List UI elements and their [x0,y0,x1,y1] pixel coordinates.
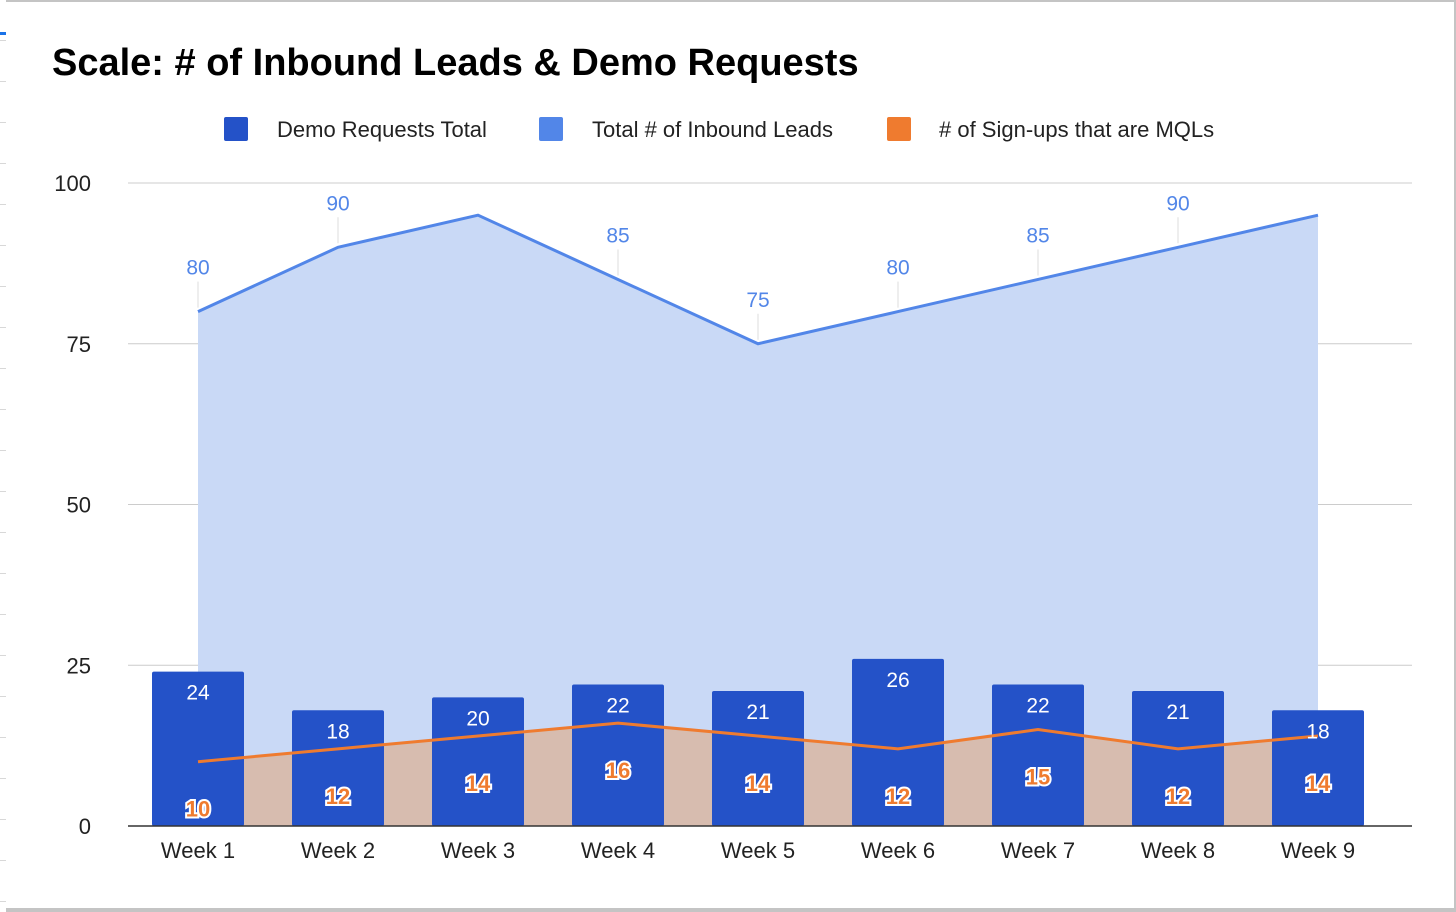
mql-line-series [197,721,1319,764]
leads-label-8: 90 [1166,192,1189,215]
bar-label-7: 22 [1026,695,1049,718]
y-tick-label-100: 100 [54,171,91,196]
mql-label-1: 10 [186,797,210,822]
mql-label-3: 14 [466,771,491,796]
legend: Demo Requests Total Total # of Inbound Le… [224,117,1214,142]
bar-week-8 [1132,690,1224,826]
x-tick-label-4: Week 4 [581,838,655,863]
y-tick-label-0: 0 [79,814,91,839]
mql-label-2: 12 [326,784,350,809]
x-tick-label-1: Week 1 [161,838,235,863]
bar-label-2: 18 [326,720,349,743]
sheet-selection-accent [0,32,6,35]
inbound-leads-series [197,213,1319,826]
x-tick-label-7: Week 7 [1001,838,1075,863]
bar-week-1 [152,671,244,826]
x-tick-label-5: Week 5 [721,838,795,863]
legend-label-3: # of Sign-ups that are MQLs [939,117,1214,142]
legend-swatch-1 [224,117,248,141]
leads-label-2: 90 [326,192,349,215]
y-tick-label-75: 75 [67,332,91,357]
y-tick-label-25: 25 [67,653,91,678]
sheet-row-edge [0,0,6,912]
bar-week-3 [432,697,524,826]
y-tick-label-50: 50 [67,493,91,518]
x-tick-label-2: Week 2 [301,838,375,863]
mql-label-5: 14 [746,771,771,796]
legend-label-2: Total # of Inbound Leads [592,117,833,142]
x-tick-label-9: Week 9 [1281,838,1355,863]
inbound-leads-line [197,213,1319,346]
bar-week-6 [852,658,944,826]
bar-label-6: 26 [886,669,909,692]
x-tick-label-6: Week 6 [861,838,935,863]
bar-label-5: 21 [746,701,769,724]
leads-label-4: 85 [606,224,629,247]
mql-line [197,721,1319,764]
bar-label-8: 21 [1166,701,1189,724]
axes: Week 1 Week 2 Week 3 Week 4 Week 5 Week 6 Week… [128,825,1412,863]
legend-swatch-2 [539,117,563,141]
leads-label-6: 80 [886,257,909,280]
demo-requests-series [152,658,1364,826]
legend-swatch-3 [887,117,911,141]
inbound-leads-area [198,215,1318,826]
leads-label-1: 80 [186,257,209,280]
bar-label-1: 24 [186,682,210,705]
mql-label-6: 12 [886,784,910,809]
legend-label-1: Demo Requests Total [277,117,487,142]
mql-label-4: 16 [606,758,630,783]
bar-week-4 [572,684,664,826]
x-tick-label-8: Week 8 [1141,838,1215,863]
bar-label-4: 22 [606,695,629,718]
bar-week-2 [292,710,384,826]
chart-title: Scale: # of Inbound Leads & Demo Request… [52,42,859,84]
mql-label-7: 15 [1026,765,1050,790]
leads-label-7: 85 [1026,224,1049,247]
leads-label-5: 75 [746,289,769,312]
bar-week-5 [712,690,804,826]
bar-label-9: 18 [1306,720,1329,743]
data-labels: 80 90 85 75 80 85 90 24 18 20 22 21 26 22 21 18 10 12 14 16… [184,192,1333,823]
bar-label-3: 20 [466,707,489,730]
mql-label-8: 12 [1166,784,1190,809]
x-tick-label-3: Week 3 [441,838,515,863]
bar-week-7 [992,684,1084,826]
mql-label-9: 14 [1306,771,1331,796]
